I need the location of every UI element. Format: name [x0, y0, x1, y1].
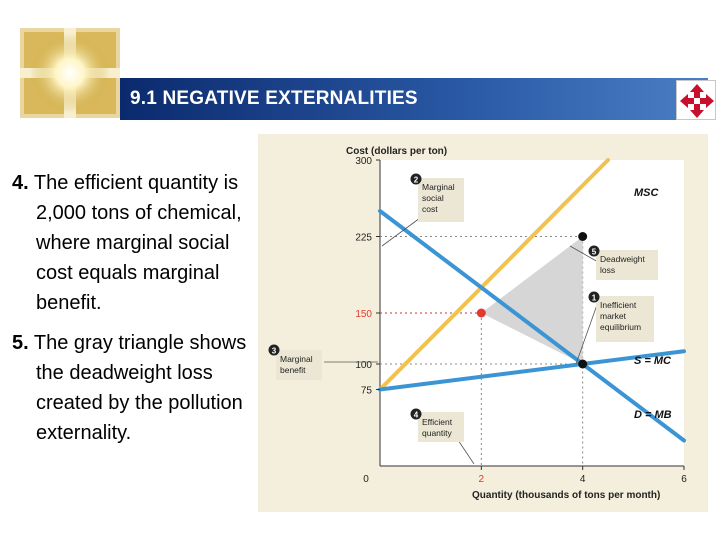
callout-2-leader [381, 217, 421, 247]
bullet-5: 5. The gray triangle shows the deadweigh… [12, 328, 252, 448]
callout-1-number: 1 [592, 294, 597, 303]
x-tick-label-6: 6 [681, 474, 687, 485]
callout-1-marker [588, 291, 600, 303]
callout-4-marker [410, 408, 422, 420]
externality-chart: Cost (dollars per ton) Quantity (thousan… [268, 146, 687, 501]
bullet-4-text: The efficient quantity is 2,000 tons of … [33, 172, 242, 314]
callout-1-leader [575, 301, 599, 365]
series-label-s-mc: S = MC [634, 355, 672, 367]
bullet-list: 4. The efficient quantity is 2,000 tons … [12, 168, 252, 458]
series-line-d-mb [378, 209, 686, 443]
callout-3-label: Marginal benefit [280, 354, 313, 375]
callout-5-leader [569, 245, 599, 263]
callout-2-box [418, 178, 464, 222]
bullet-4: 4. The efficient quantity is 2,000 tons … [12, 168, 252, 318]
callout-2-number: 2 [414, 176, 419, 185]
y-tick-label-75: 75 [361, 386, 373, 397]
callout-5-number: 5 [592, 248, 597, 257]
data-point-msc-at-market [578, 232, 588, 241]
callout-4-number: 4 [414, 411, 419, 420]
series-label-d-mb: D = MB [634, 409, 672, 421]
deadweight-loss-triangle [481, 236, 583, 364]
callout-4-label: Efficient quantity [422, 417, 453, 438]
callout-2-marker [410, 173, 422, 185]
bullet-5-number: 5. [12, 332, 29, 354]
callout-4-box [418, 412, 464, 442]
x-tick-label-2: 2 [479, 474, 485, 485]
bullet-5-text: The gray triangle shows the deadweight l… [33, 332, 247, 444]
callout-1-box [596, 296, 654, 342]
y-axis-label: Cost (dollars per ton) [346, 146, 447, 157]
callout-5-marker [588, 245, 600, 257]
data-point-market-equilibrium [578, 359, 588, 369]
bullet-4-number: 4. [12, 172, 29, 194]
series-line-msc [378, 158, 610, 392]
x-tick-label-0: 0 [363, 474, 369, 485]
callout-2-label: Marginal social cost [422, 182, 455, 214]
y-tick-label-300: 300 [355, 156, 372, 167]
slide-title: 9.1 NEGATIVE EXTERNALITIES [130, 88, 418, 109]
data-point-efficient [476, 308, 486, 318]
four-arrows-icon[interactable] [676, 80, 716, 120]
y-tick-label-225: 225 [355, 233, 372, 244]
callout-3-box [276, 350, 322, 380]
callout-3-number: 3 [272, 347, 277, 356]
callout-5-label: Deadweight loss [600, 254, 646, 275]
slide-title-bar: 9.1 NEGATIVE EXTERNALITIES [120, 78, 708, 120]
y-tick-label-100: 100 [355, 360, 372, 371]
sunburst-logo [20, 28, 120, 118]
callout-1-label: Inefficient market equilibrium [600, 300, 641, 332]
series-line-s-mc [378, 349, 686, 392]
x-tick-label-4: 4 [580, 474, 586, 485]
y-tick-label-150: 150 [355, 309, 372, 320]
x-axis-label: Quantity (thousands of tons per month) [472, 490, 660, 501]
series-label-msc: MSC [634, 187, 660, 199]
callout-3-marker [268, 344, 280, 356]
callout-5-box [596, 250, 658, 280]
chart-panel: Cost (dollars per ton) Quantity (thousan… [258, 134, 708, 512]
